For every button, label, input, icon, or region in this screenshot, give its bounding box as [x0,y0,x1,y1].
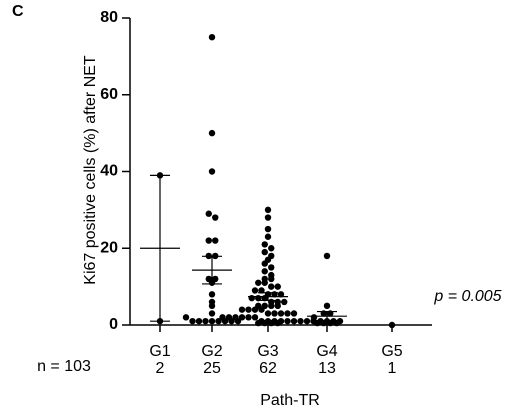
data-point [219,314,226,321]
data-point [290,317,298,325]
x-tick-label: G4 [316,343,337,360]
data-point [264,310,272,317]
data-point [189,317,196,325]
data-point [274,302,281,310]
data-point [182,314,190,321]
y-tick-label: 80 [100,9,118,26]
data-point [251,306,259,313]
data-point [205,237,212,244]
data-point [264,214,272,221]
data-point [320,319,327,327]
data-point [277,291,285,298]
y-tick-label: 60 [100,86,118,103]
data-point [258,306,265,313]
data-point [261,319,268,327]
data-point [232,314,239,321]
group-count: 1 [388,360,397,377]
data-point [271,310,278,317]
data-point [264,225,272,233]
data-point [297,317,304,325]
data-point [258,287,265,294]
p-value: p = 0.005 [433,288,501,305]
group-count: 2 [156,360,165,377]
data-point [261,260,268,267]
x-tick-label: G1 [149,343,170,360]
data-point [268,283,275,290]
data-point [261,279,268,286]
data-point [245,306,252,313]
y-tick-label: 20 [100,239,118,256]
panel-label: C [12,3,24,20]
data-point [208,317,216,325]
x-tick-label: G5 [381,343,402,360]
data-point [310,314,318,321]
data-point [261,268,268,275]
x-tick-label: G2 [201,343,222,360]
data-point [314,319,321,327]
data-point [274,283,281,290]
data-point [388,321,396,329]
data-point [195,317,203,325]
data-point [212,237,219,244]
group-count: 62 [259,360,277,377]
data-point [215,317,222,325]
data-point [225,314,233,321]
data-point [251,314,259,321]
data-point [255,279,262,286]
data-point [208,33,216,41]
data-point [205,210,212,217]
data-point [208,129,216,137]
data-point [264,233,272,240]
data-point [208,168,216,175]
data-point [208,302,216,310]
data-point [238,306,246,313]
group-count: 13 [318,360,336,377]
data-point [268,275,275,283]
data-point [251,287,259,294]
data-point [202,317,209,325]
data-point [238,314,246,321]
data-point [303,317,311,325]
data-point [264,206,272,214]
group-count: 25 [203,360,221,377]
data-point [255,319,262,327]
data-point [333,319,340,327]
data-point [268,302,275,310]
n-label: n = 103 [37,358,91,375]
data-point [248,294,255,302]
y-axis-label: Ki67 positive cells (%) after NET [82,55,99,285]
data-point [284,317,291,325]
x-tick-label: G3 [257,343,278,360]
data-point [277,310,285,317]
y-tick-label: 0 [109,316,118,333]
y-tick-label: 40 [100,163,118,180]
data-point [268,264,275,271]
data-point [281,298,288,306]
data-point [274,319,281,327]
data-point [268,245,275,252]
x-axis-label: Path-TR [260,392,320,409]
data-point [212,214,219,221]
data-point [268,319,275,327]
data-point [261,241,268,248]
data-point [290,310,298,317]
data-point [261,248,268,256]
data-point [245,314,252,321]
data-point [208,291,216,298]
data-point [327,319,334,327]
data-point [323,252,331,260]
data-point [208,310,216,317]
data-point [323,302,331,310]
data-point [284,310,291,317]
